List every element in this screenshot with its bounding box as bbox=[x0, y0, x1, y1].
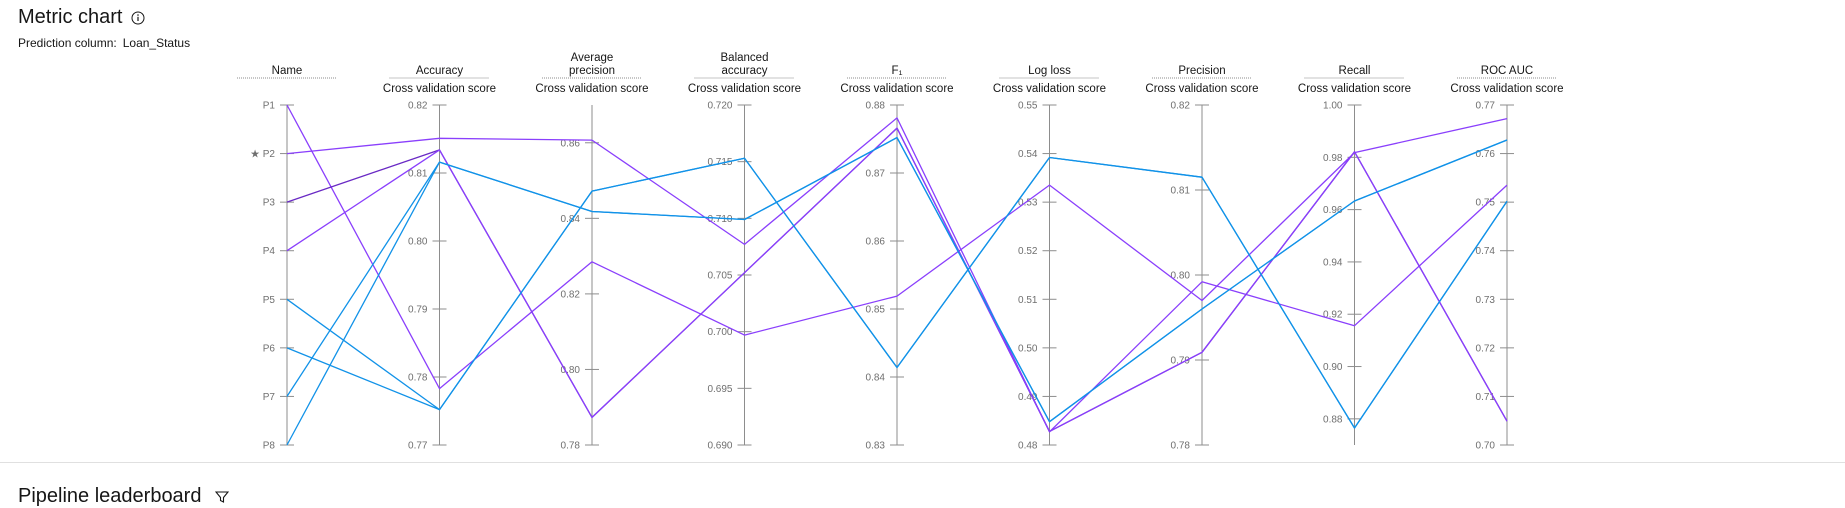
tick-label: 0.710 bbox=[707, 214, 732, 225]
series-line-p8 bbox=[286, 136, 1508, 446]
axis-subtitle: Cross validation score bbox=[383, 83, 496, 95]
tick-label: 0.690 bbox=[707, 441, 732, 452]
tick-label: 0.98 bbox=[1323, 153, 1343, 164]
axis-subtitle: Cross validation score bbox=[840, 83, 953, 95]
tick-label: P1 bbox=[263, 101, 276, 112]
axis-subtitle: Cross validation score bbox=[1298, 83, 1411, 95]
tick-label: 0.71 bbox=[1476, 392, 1496, 403]
axis-name: Name bbox=[272, 65, 303, 77]
tick-label: 0.80 bbox=[408, 237, 428, 248]
tick-label: 0.51 bbox=[1018, 295, 1038, 306]
tick-label: 0.80 bbox=[1171, 271, 1191, 282]
tick-label: 0.79 bbox=[408, 305, 428, 316]
axis-name: Accuracy bbox=[416, 65, 464, 77]
tick-label: 0.715 bbox=[707, 157, 732, 168]
tick-label: 0.90 bbox=[1323, 362, 1343, 373]
tick-label: 0.82 bbox=[561, 289, 581, 300]
tick-label: 0.74 bbox=[1476, 246, 1496, 257]
tick-label: 0.49 bbox=[1018, 392, 1038, 403]
tick-label: 0.695 bbox=[707, 384, 732, 395]
tick-label: 0.86 bbox=[561, 138, 581, 149]
tick-label: 0.720 bbox=[707, 101, 732, 112]
tick-label: 0.73 bbox=[1476, 295, 1496, 306]
prediction-column-value: Loan_Status bbox=[122, 36, 191, 50]
axis-name: accuracy bbox=[721, 65, 767, 77]
axis-subtitle: Cross validation score bbox=[993, 83, 1106, 95]
tick-label: P6 bbox=[263, 343, 276, 354]
tick-label: 0.70 bbox=[1476, 441, 1496, 452]
tick-label: 0.72 bbox=[1476, 343, 1496, 354]
tick-label: 0.700 bbox=[707, 327, 732, 338]
axis-name: Log loss bbox=[1028, 65, 1071, 77]
tick-label: 0.50 bbox=[1018, 343, 1038, 354]
axis-subtitle: Cross validation score bbox=[535, 83, 648, 95]
leaderboard-title: Pipeline leaderboard bbox=[18, 485, 202, 507]
chart-header: Metric chart bbox=[18, 6, 145, 29]
tick-label: 0.81 bbox=[1171, 186, 1191, 197]
information-icon[interactable] bbox=[131, 11, 145, 25]
series-line-p2 bbox=[286, 117, 1508, 433]
tick-label: 0.88 bbox=[866, 101, 886, 112]
axis-name: F₁ bbox=[892, 65, 903, 77]
tick-label: 0.84 bbox=[561, 214, 581, 225]
tick-label: 0.54 bbox=[1018, 149, 1038, 160]
tick-label: 0.82 bbox=[1171, 101, 1191, 112]
axis-subtitle: Cross validation score bbox=[1450, 83, 1563, 95]
tick-label: 0.77 bbox=[1476, 101, 1496, 112]
filter-icon[interactable] bbox=[215, 490, 230, 504]
prediction-column-info: Prediction column: Loan_Status bbox=[18, 36, 190, 50]
axis-name: Balanced bbox=[721, 52, 769, 64]
tick-label: 0.705 bbox=[707, 271, 732, 282]
tick-label: P3 bbox=[263, 198, 276, 209]
axis-name: ROC AUC bbox=[1481, 65, 1533, 77]
tick-label: P5 bbox=[263, 295, 276, 306]
axis-name: Precision bbox=[1178, 65, 1225, 77]
tick-label: 0.52 bbox=[1018, 246, 1038, 257]
tick-label: 0.87 bbox=[866, 169, 886, 180]
tick-label: 0.79 bbox=[1171, 356, 1191, 367]
tick-label: 0.96 bbox=[1323, 205, 1343, 216]
page-title: Metric chart bbox=[18, 6, 123, 28]
tick-label: 0.85 bbox=[866, 305, 886, 316]
star-marker: ★ bbox=[250, 148, 260, 161]
tick-label: 0.81 bbox=[408, 169, 428, 180]
axis-name: Recall bbox=[1339, 65, 1371, 77]
tick-label: 0.80 bbox=[561, 365, 581, 376]
axis-subtitle: Cross validation score bbox=[1145, 83, 1258, 95]
series-line-p1 bbox=[286, 104, 1508, 390]
tick-label: 0.78 bbox=[408, 373, 428, 384]
tick-label: 0.77 bbox=[408, 441, 428, 452]
tick-label: 0.94 bbox=[1323, 257, 1343, 268]
axis-name: precision bbox=[569, 65, 615, 77]
section-divider bbox=[0, 462, 1845, 463]
tick-label: 0.84 bbox=[866, 373, 886, 384]
tick-label: 0.76 bbox=[1476, 149, 1496, 160]
tick-label: 0.83 bbox=[866, 441, 886, 452]
tick-label: 0.92 bbox=[1323, 310, 1343, 321]
tick-label: 0.48 bbox=[1018, 441, 1038, 452]
tick-label: 0.75 bbox=[1476, 198, 1496, 209]
tick-label: 0.86 bbox=[866, 237, 886, 248]
axis-name: Average bbox=[571, 52, 614, 64]
tick-label: P7 bbox=[263, 392, 276, 403]
tick-label: P2 bbox=[263, 149, 276, 160]
tick-label: P4 bbox=[263, 246, 276, 257]
tick-label: P8 bbox=[263, 441, 276, 452]
tick-label: 0.78 bbox=[1171, 441, 1191, 452]
tick-label: 0.82 bbox=[408, 101, 428, 112]
leaderboard-header: Pipeline leaderboard bbox=[18, 485, 230, 508]
tick-label: 0.88 bbox=[1323, 414, 1343, 425]
prediction-column-label: Prediction column: bbox=[18, 36, 117, 50]
axis-subtitle: Cross validation score bbox=[688, 83, 801, 95]
series-line-p6 bbox=[286, 156, 1508, 429]
tick-label: 0.55 bbox=[1018, 101, 1038, 112]
metric-chart: Name P1 P2 P3 P4 P5 P6 P7 P8 Accuracy Cross valida… bbox=[237, 52, 1564, 452]
tick-label: 0.53 bbox=[1018, 198, 1038, 209]
tick-label: 0.78 bbox=[561, 441, 581, 452]
tick-label: 1.00 bbox=[1323, 101, 1343, 112]
series-line-p4 bbox=[286, 127, 1508, 433]
